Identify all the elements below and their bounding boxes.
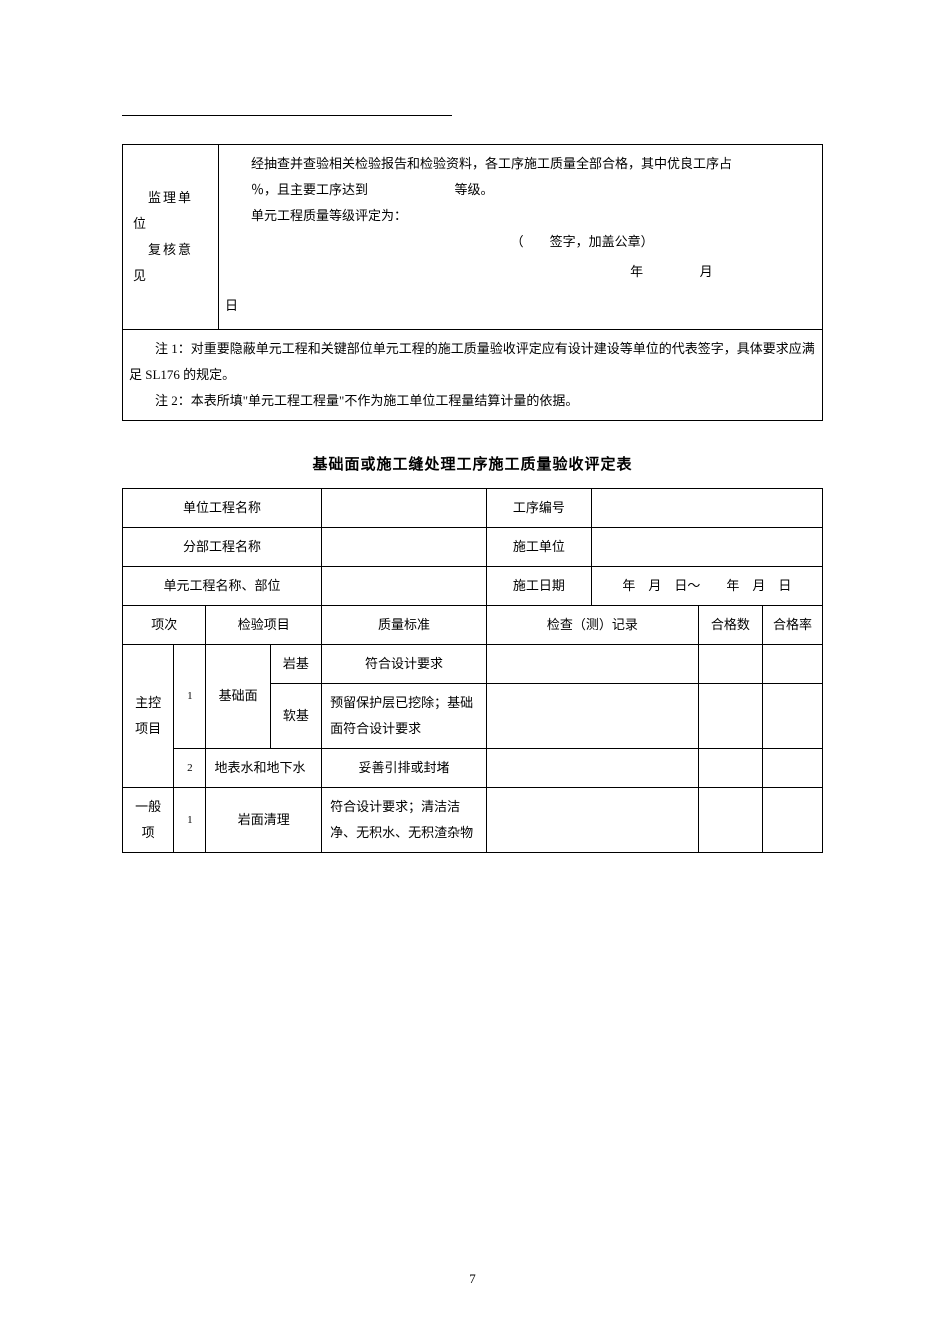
passrate-cell[interactable] [763, 748, 823, 787]
sign-line: （ 签字，加盖公章） [225, 229, 816, 255]
blank-cell[interactable] [322, 527, 487, 566]
col-header: 合格数 [698, 605, 762, 644]
opinion-line: ％，且主要工序达到 等级。 [225, 177, 816, 203]
row-number: 2 [174, 748, 206, 787]
opinion-prefix: ％，且主要工序达到 [251, 182, 368, 197]
standard-cell: 预留保护层已挖除；基础面符合设计要求 [322, 683, 487, 748]
standard-cell: 符合设计要求 [322, 644, 487, 683]
date-line: 年 月 日 [225, 255, 816, 323]
opinion-line: 经抽查并查验相关检验报告和检验资料，各工序施工质量全部合格，其中优良工序占 [225, 151, 816, 177]
col-header: 项次 [123, 605, 206, 644]
record-cell[interactable] [486, 787, 698, 852]
supervisor-label-cell: 监理单 位 复核意 见 [123, 145, 219, 330]
item-cell: 地表水和地下水 [206, 748, 322, 787]
col-header: 合格率 [763, 605, 823, 644]
header-cell: 分部工程名称 [123, 527, 322, 566]
header-cell: 单元工程名称、部位 [123, 566, 322, 605]
label-line: 监理单 [129, 185, 212, 211]
opinion-suffix: 等级。 [455, 182, 494, 197]
standard-cell: 妥善引排或封堵 [322, 748, 487, 787]
table-row: 主控项目 1 基础面 岩基 符合设计要求 [123, 644, 823, 683]
item-cell: 基础面 [206, 644, 270, 748]
document-page: 监理单 位 复核意 见 经抽查并查验相关检验报告和检验资料，各工序施工质量全部合… [0, 0, 945, 913]
blank-cell[interactable] [322, 488, 487, 527]
record-cell[interactable] [486, 683, 698, 748]
header-cell: 单位工程名称 [123, 488, 322, 527]
month-label: 月 [700, 264, 713, 279]
col-header: 检验项目 [206, 605, 322, 644]
passcount-cell[interactable] [698, 748, 762, 787]
note-text: 注 2：本表所填"单元工程工程量"不作为施工单位工程量结算计量的依据。 [129, 388, 816, 414]
subitem-cell: 软基 [270, 683, 321, 748]
note-text: 注 1：对重要隐蔽单元工程和关键部位单元工程的施工质量验收评定应有设计建设等单位… [129, 336, 816, 388]
table-row: 分部工程名称 施工单位 [123, 527, 823, 566]
subitem-cell: 岩基 [270, 644, 321, 683]
label-line: 位 [129, 211, 212, 237]
table-row: 单位工程名称 工序编号 [123, 488, 823, 527]
page-number: 7 [0, 1271, 945, 1287]
item-cell: 岩面清理 [206, 787, 322, 852]
opinion-body-cell: 经抽查并查验相关检验报告和检验资料，各工序施工质量全部合格，其中优良工序占 ％，… [219, 145, 823, 330]
table2-title: 基础面或施工缝处理工序施工质量验收评定表 [122, 453, 823, 474]
table-row: 注 1：对重要隐蔽单元工程和关键部位单元工程的施工质量验收评定应有设计建设等单位… [123, 329, 823, 420]
table-row: 单元工程名称、部位 施工日期 年 月 日～ 年 月 日 [123, 566, 823, 605]
date-range-cell[interactable]: 年 月 日～ 年 月 日 [591, 566, 822, 605]
section-label: 主控项目 [123, 644, 174, 787]
passcount-cell[interactable] [698, 683, 762, 748]
table-row: 一般项 1 岩面清理 符合设计要求；清洁洁净、无积水、无积渣杂物 [123, 787, 823, 852]
blank-cell[interactable] [591, 488, 822, 527]
blank-cell[interactable] [322, 566, 487, 605]
header-cell: 施工单位 [486, 527, 591, 566]
blank-cell[interactable] [591, 527, 822, 566]
col-header: 质量标准 [322, 605, 487, 644]
passrate-cell[interactable] [763, 683, 823, 748]
passrate-cell[interactable] [763, 787, 823, 852]
table-row: 项次 检验项目 质量标准 检查（测）记录 合格数 合格率 [123, 605, 823, 644]
record-cell[interactable] [486, 748, 698, 787]
record-cell[interactable] [486, 644, 698, 683]
label-line: 复核意 [129, 237, 212, 263]
year-label: 年 [630, 264, 643, 279]
quality-acceptance-table: 单位工程名称 工序编号 分部工程名称 施工单位 单元工程名称、部位 施工日期 年… [122, 488, 823, 853]
col-header: 检查（测）记录 [486, 605, 698, 644]
section-label: 一般项 [123, 787, 174, 852]
standard-cell: 符合设计要求；清洁洁净、无积水、无积渣杂物 [322, 787, 487, 852]
notes-cell: 注 1：对重要隐蔽单元工程和关键部位单元工程的施工质量验收评定应有设计建设等单位… [123, 329, 823, 420]
sign-text: （ 签字，加盖公章） [511, 234, 654, 249]
day-label: 日 [225, 298, 238, 313]
table-row: 2 地表水和地下水 妥善引排或封堵 [123, 748, 823, 787]
top-rule [122, 115, 452, 116]
header-cell: 施工日期 [486, 566, 591, 605]
passcount-cell[interactable] [698, 644, 762, 683]
row-number: 1 [174, 644, 206, 748]
label-line: 见 [129, 263, 212, 289]
table-row: 监理单 位 复核意 见 经抽查并查验相关检验报告和检验资料，各工序施工质量全部合… [123, 145, 823, 330]
header-cell: 工序编号 [486, 488, 591, 527]
passcount-cell[interactable] [698, 787, 762, 852]
row-number: 1 [174, 787, 206, 852]
passrate-cell[interactable] [763, 644, 823, 683]
opinion-line: 单元工程质量等级评定为： [225, 203, 816, 229]
supervision-review-table: 监理单 位 复核意 见 经抽查并查验相关检验报告和检验资料，各工序施工质量全部合… [122, 144, 823, 421]
